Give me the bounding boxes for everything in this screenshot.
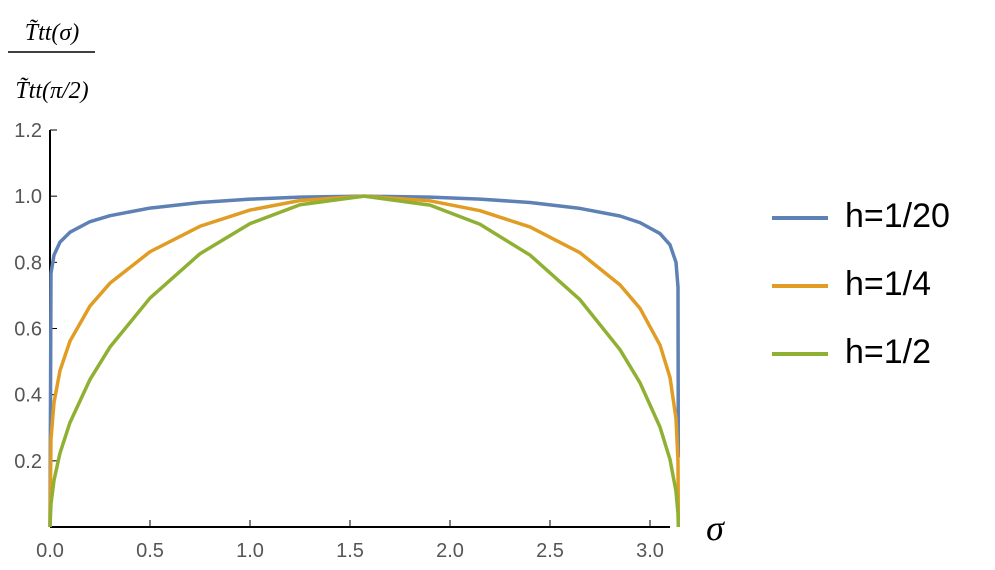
x-tick-label: 3.0 [636,540,664,562]
y-tick-label: 0.6 [14,319,42,341]
legend-label: h=1/2 [845,333,931,371]
y-tick-label: 1.2 [14,120,42,142]
x-tick-label: 0.0 [36,540,64,562]
x-tick-label: 1.0 [236,540,264,562]
y-tick-label: 0.4 [14,385,42,407]
x-tick-label: 2.5 [536,540,564,562]
legend-label: h=1/20 [845,197,950,235]
series-line [48,194,681,528]
y-label-numerator: T̃tt(σ) [25,19,80,46]
y-tick-label: 0.2 [14,451,42,473]
y-label-denominator: T̃tt(π/2) [15,77,88,104]
y-tick-label: 0.8 [14,252,42,274]
x-tick-label: 2.0 [436,540,464,562]
x-label: σ [706,508,725,548]
x-tick-label: 1.5 [336,540,364,562]
series-line [48,194,681,528]
x-tick-label: 0.5 [136,540,164,562]
series-line [48,194,681,528]
y-tick-label: 1.0 [14,186,42,208]
legend-label: h=1/4 [845,265,931,303]
